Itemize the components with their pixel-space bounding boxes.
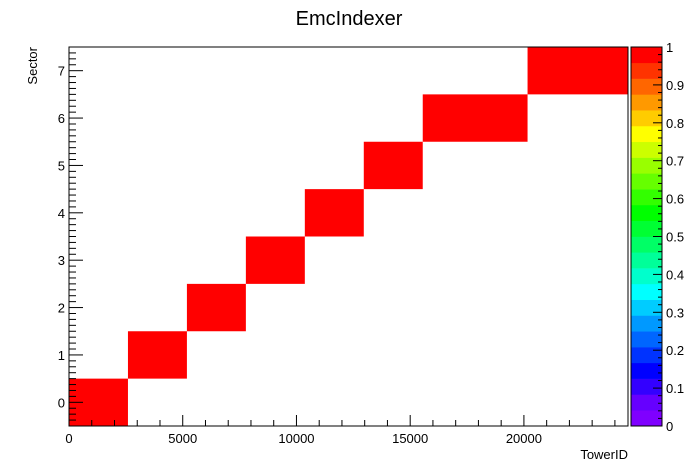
palette-swatch-8 xyxy=(631,283,662,300)
palette-swatch-23 xyxy=(631,47,662,64)
palette-swatch-21 xyxy=(631,78,662,95)
palette-tick-label-0.6: 0.6 xyxy=(666,192,684,207)
heatmap-cells xyxy=(69,47,628,426)
palette-swatch-10 xyxy=(631,252,662,269)
heatmap-cell-4 xyxy=(304,189,364,237)
x-axis-title: TowerID xyxy=(580,447,628,462)
y-tick-label-0: 0 xyxy=(58,395,65,410)
heatmap-cell-5 xyxy=(363,141,423,190)
palette-tick-label-0.1: 0.1 xyxy=(666,381,684,396)
x-tick-label-15000: 15000 xyxy=(392,431,428,446)
palette-swatch-4 xyxy=(631,347,662,364)
y-tick-label-5: 5 xyxy=(58,158,65,173)
palette-swatch-2 xyxy=(631,378,662,395)
palette-tick-label-0.5: 0.5 xyxy=(666,230,684,245)
y-tick-label-1: 1 xyxy=(58,348,65,363)
palette-swatch-20 xyxy=(631,94,662,111)
palette-tick-label-0.4: 0.4 xyxy=(666,267,684,282)
palette-tick-label-1: 1 xyxy=(666,40,673,55)
palette-swatch-5 xyxy=(631,331,662,348)
palette-swatch-3 xyxy=(631,362,662,379)
palette-swatch-19 xyxy=(631,110,662,127)
heatmap-cell-6 xyxy=(422,94,528,142)
y-tick-label-7: 7 xyxy=(58,64,65,79)
x-axis: 0 5000 10000 15000 20000 xyxy=(65,415,616,446)
palette-swatch-22 xyxy=(631,62,662,79)
heatmap-cell-7 xyxy=(527,47,628,95)
y-tick-label-3: 3 xyxy=(58,253,65,268)
y-tick-label-4: 4 xyxy=(58,206,65,221)
y-tick-label-2: 2 xyxy=(58,301,65,316)
palette-swatch-11 xyxy=(631,236,662,253)
palette-tick-label-0.8: 0.8 xyxy=(666,116,684,131)
palette-swatch-13 xyxy=(631,204,662,222)
palette-swatch-15 xyxy=(631,173,662,190)
palette-tick-label-0.3: 0.3 xyxy=(666,305,684,320)
palette-tick-label-0.7: 0.7 xyxy=(666,154,684,169)
palette-swatch-12 xyxy=(631,220,662,237)
palette-swatch-17 xyxy=(631,141,662,158)
palette-swatch-16 xyxy=(631,157,662,174)
y-tick-label-6: 6 xyxy=(58,111,65,126)
palette-swatch-18 xyxy=(631,125,662,143)
palette-swatch-6 xyxy=(631,315,662,332)
palette-tick-label-0.2: 0.2 xyxy=(666,343,684,358)
y-axis-title: Sector xyxy=(25,46,40,84)
chart-title: EmcIndexer xyxy=(296,8,403,30)
x-tick-label-0: 0 xyxy=(65,431,72,446)
x-tick-label-10000: 10000 xyxy=(278,431,314,446)
x-tick-label-20000: 20000 xyxy=(506,431,542,446)
palette-swatch-0 xyxy=(631,410,662,427)
palette-swatch-14 xyxy=(631,189,662,206)
palette-swatch-7 xyxy=(631,299,662,316)
heatmap-cell-1 xyxy=(127,331,187,379)
palette-tick-label-0: 0 xyxy=(666,419,673,434)
heatmap-cell-3 xyxy=(245,236,305,284)
heatmap-cell-2 xyxy=(186,283,246,332)
palette-swatch-1 xyxy=(631,394,662,411)
palette-tick-label-0.9: 0.9 xyxy=(666,78,684,93)
y-axis: 0 1 2 3 4 5 6 7 xyxy=(58,46,83,427)
palette-swatch-9 xyxy=(631,268,662,285)
x-tick-label-5000: 5000 xyxy=(168,431,197,446)
color-palette: 0 0.1 0.2 0.3 0.4 0.5 0.6 0.7 0.8 0.9 1 xyxy=(630,40,684,434)
